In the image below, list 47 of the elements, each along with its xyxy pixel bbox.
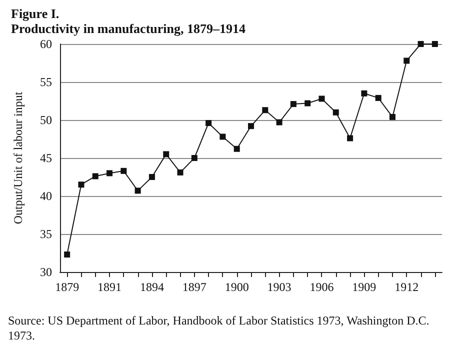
point	[262, 107, 268, 114]
y-tick-label: 45	[40, 151, 52, 165]
point	[304, 100, 311, 106]
point	[375, 94, 382, 101]
point	[148, 174, 155, 180]
x-tick-label: 1891	[98, 280, 122, 294]
y-axis-title: Output/Unit of labour input	[11, 91, 25, 224]
point	[234, 146, 240, 152]
point	[248, 123, 254, 130]
y-tick-label: 30	[40, 265, 52, 279]
point	[177, 169, 184, 176]
y-tick-label: 60	[40, 37, 52, 51]
point	[191, 155, 198, 161]
x-tick-label: 1894	[140, 280, 164, 294]
point	[332, 109, 339, 116]
x-tick-label: 1909	[352, 280, 376, 294]
source-note: Source: US Department of Labor, Handbook of Labor Statistics 1973, Washington D.C. 1973.	[8, 314, 432, 342]
point	[78, 182, 84, 188]
x-tick-label: 1900	[224, 280, 249, 294]
point	[347, 135, 354, 142]
x-tick-label: 1903	[267, 280, 292, 294]
x-tick-label: 1906	[310, 280, 334, 294]
point	[92, 173, 98, 180]
point	[290, 101, 296, 108]
chart-title: Figure I.	[11, 6, 60, 21]
y-tick-label: 35	[40, 227, 52, 241]
point	[276, 119, 282, 126]
point	[220, 134, 226, 140]
point	[432, 41, 438, 47]
chart-subtitle: Productivity in manufacturing, 1879–1914	[11, 21, 246, 36]
y-tick-label: 50	[40, 113, 52, 127]
x-tick-label: 1897	[182, 280, 206, 294]
point	[206, 120, 212, 126]
point	[163, 151, 170, 158]
point	[404, 58, 410, 64]
point	[418, 41, 424, 47]
x-tick-label: 1912	[394, 280, 419, 294]
x-tick-label: 1879	[55, 280, 80, 294]
point	[120, 168, 127, 174]
point	[134, 188, 141, 194]
y-tick-label: 55	[40, 75, 52, 89]
point	[389, 114, 396, 120]
y-tick-label: 40	[40, 189, 52, 203]
point	[64, 252, 70, 258]
point	[106, 170, 113, 176]
point	[361, 90, 368, 96]
point	[318, 96, 325, 102]
